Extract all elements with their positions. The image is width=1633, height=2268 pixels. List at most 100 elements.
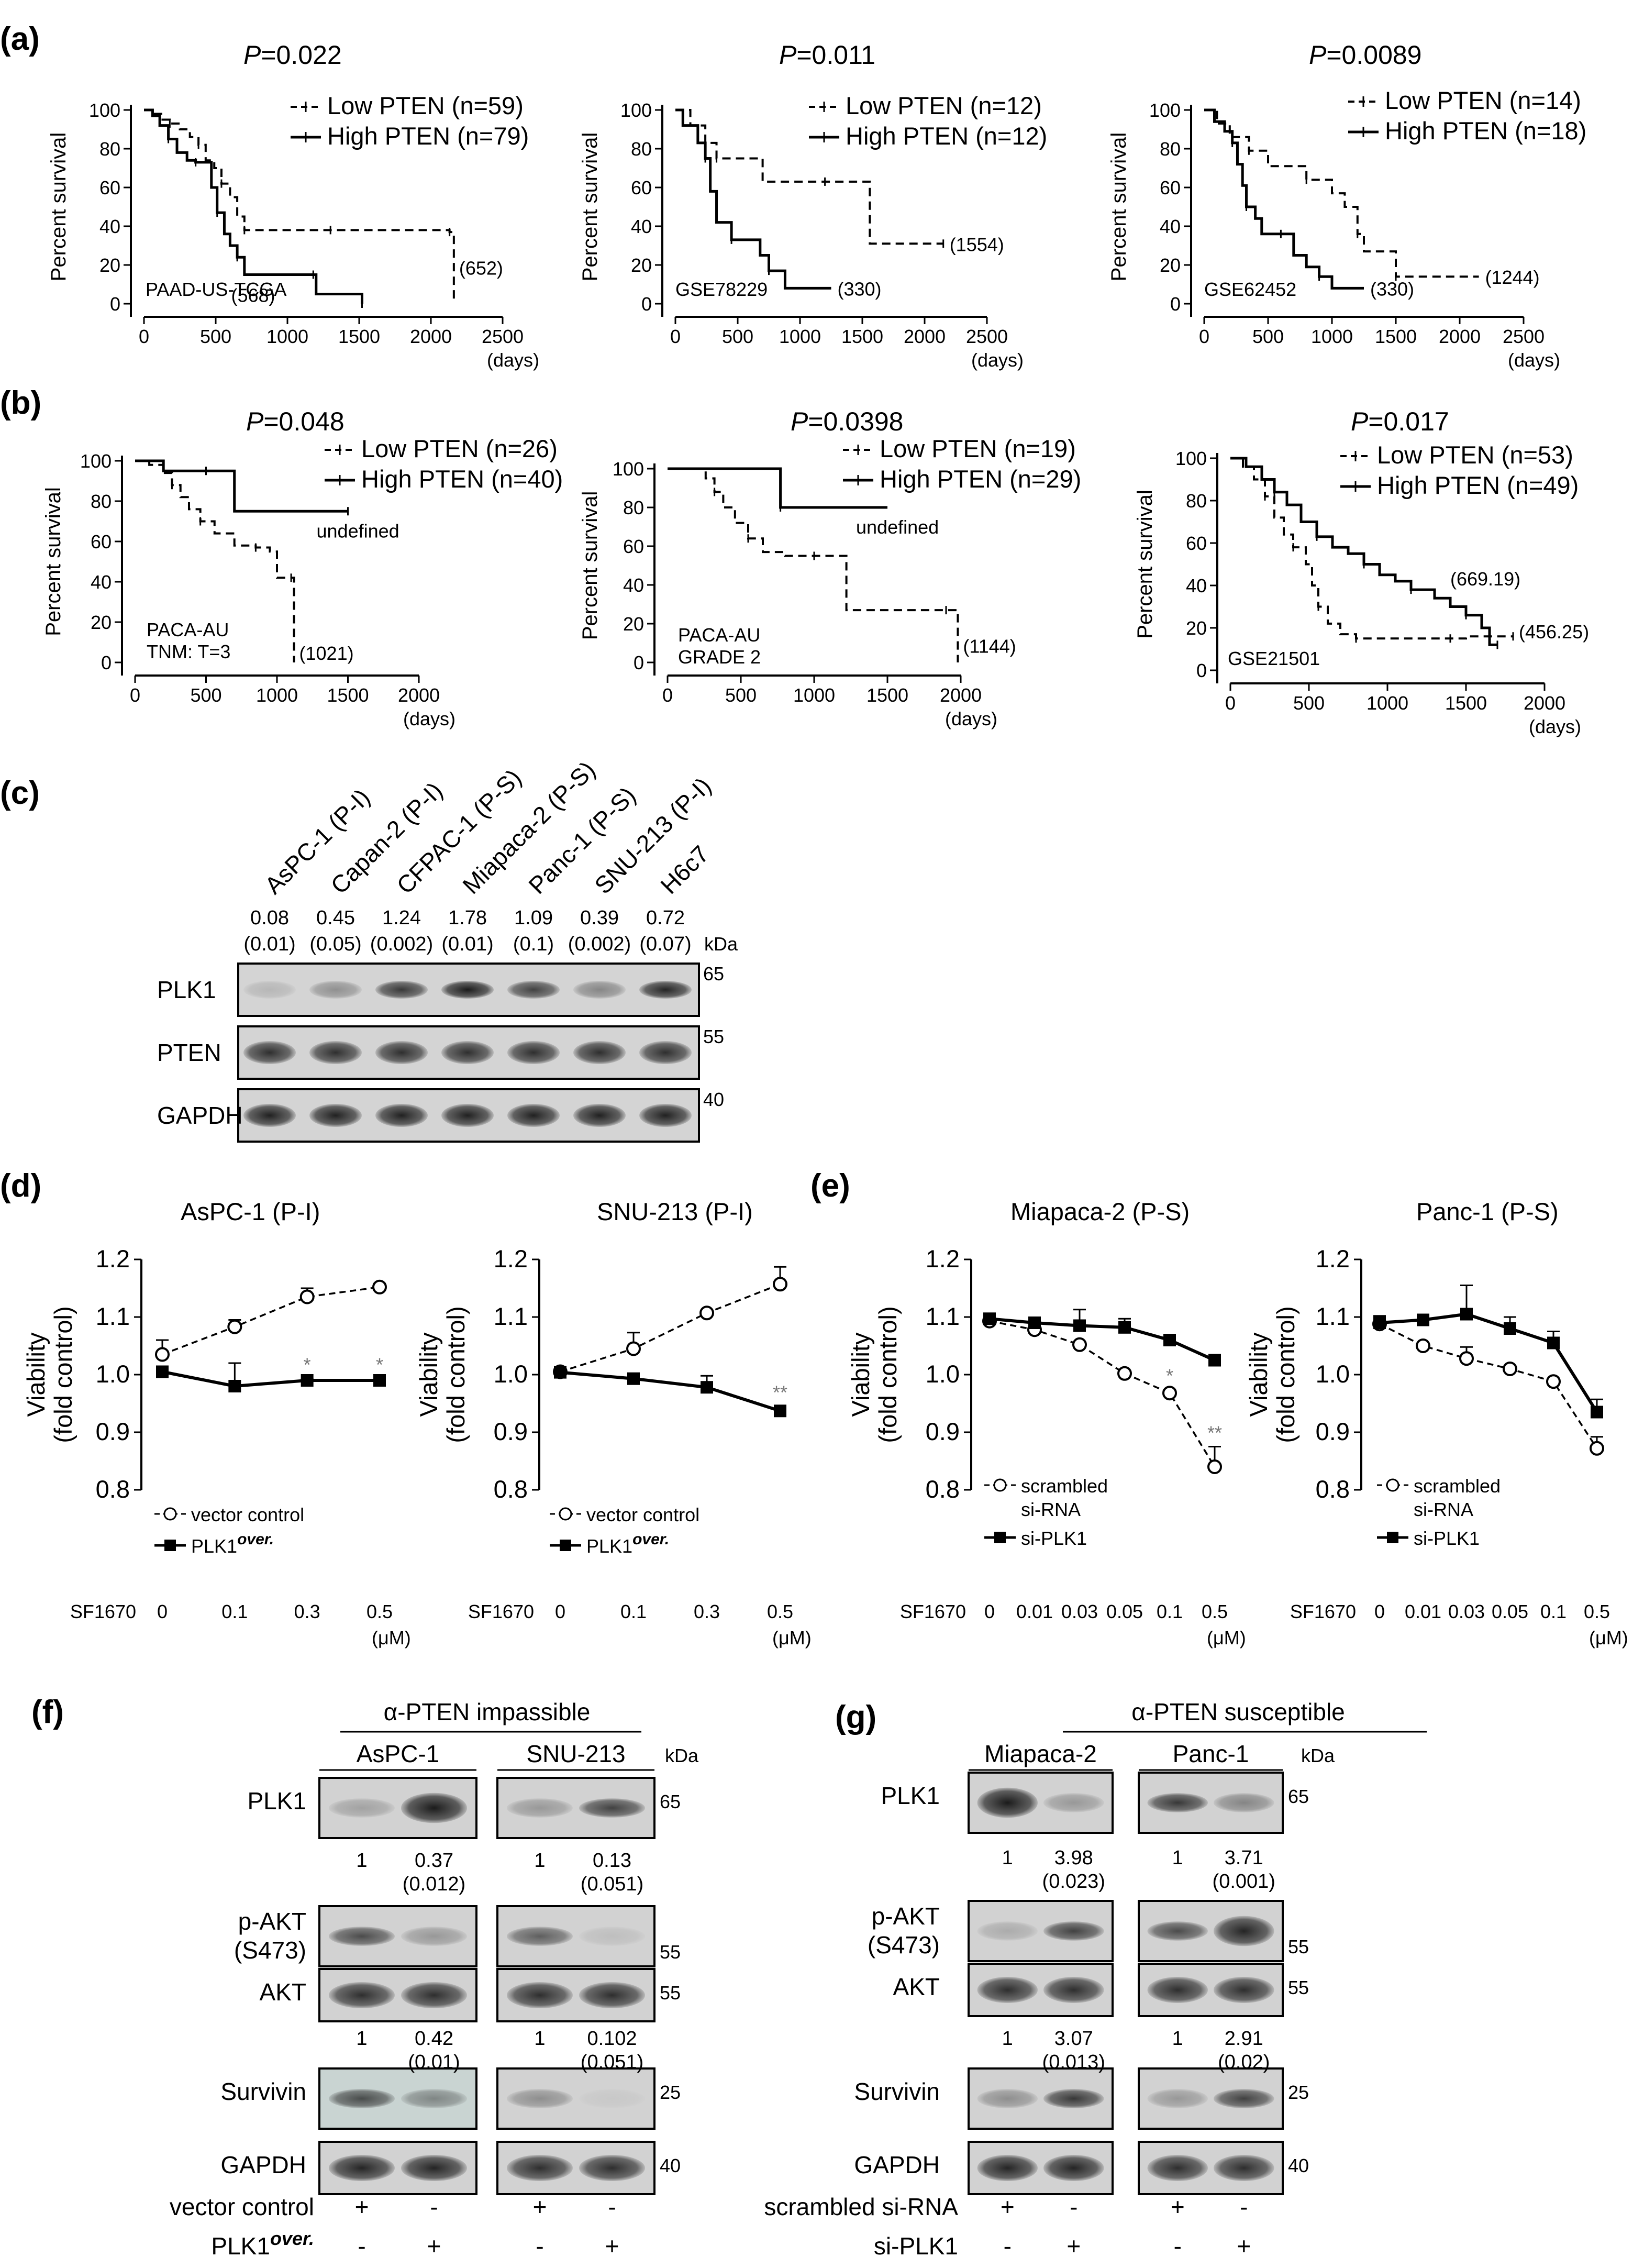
condition-sign: +: [605, 2232, 619, 2260]
band-label: GAPDH: [157, 1102, 243, 1129]
x-tick-label: 1500: [867, 684, 908, 706]
viability-chart-e2: Panc-1 (P-S) 0.8 0.9 1.0 1.1 1.2 Viability(fol…: [1245, 1198, 1628, 1649]
lane-ratio: 1.78: [448, 907, 487, 929]
legend-label: Low PTEN (n=53): [1377, 441, 1573, 469]
row-label: AKT: [893, 1973, 940, 2000]
data-point-square: [373, 1374, 386, 1387]
protein-band: [1147, 1921, 1208, 1941]
y-tick-label: 1.1: [494, 1302, 528, 1330]
dataset-label: GSE21501: [1228, 648, 1320, 669]
p-symbol: P: [791, 407, 808, 436]
data-point-circle: [1072, 1337, 1087, 1352]
legend-label: si-PLK1: [1021, 1528, 1087, 1549]
data-point-circle: [699, 1306, 714, 1321]
y-tick-label: 60: [623, 536, 644, 557]
km-curve-dashed: [135, 460, 295, 662]
protein-band: [1214, 1977, 1274, 2003]
x-tick-label: 0.03: [1448, 1601, 1485, 1622]
series-line-solid: [560, 1370, 781, 1413]
legend-superscript: over.: [237, 1531, 274, 1548]
lane-ratio-sd: (0.1): [513, 933, 554, 955]
x-tick-label: 1500: [1445, 692, 1487, 714]
legend-text: vector control: [586, 1504, 699, 1525]
cell-line-label: Miapaca-2: [984, 1740, 1097, 1767]
protein-band: [243, 1041, 296, 1064]
y-tick-label: 20: [1186, 617, 1207, 639]
protein-band: [579, 1982, 645, 2008]
y-tick-label: 60: [631, 177, 652, 198]
y-tick-label: 60: [99, 177, 120, 198]
legend-marker: [993, 1478, 1007, 1492]
condition-label: scrambled si-RNA: [764, 2193, 958, 2220]
km-end-label: (1144): [963, 636, 1016, 657]
dataset-label: PAAD-US-TCGA: [146, 279, 286, 300]
condition-sign: +: [1067, 2232, 1081, 2260]
protein-band: [507, 1927, 573, 1946]
data-point-square: [1073, 1319, 1086, 1332]
protein-band: [375, 1041, 428, 1064]
p-number: =0.022: [261, 40, 341, 70]
y-tick-label: 1.0: [926, 1360, 960, 1388]
legend-superscript: over.: [632, 1531, 669, 1548]
legend-label: High PTEN (n=49): [1377, 471, 1579, 499]
km-curve-dashed: [1204, 109, 1479, 278]
y-axis-label: Percent survival: [47, 132, 70, 282]
km-end-label: (652): [459, 258, 503, 279]
lane-ratio-sd: (0.01): [441, 933, 493, 955]
x-tick-label: 1000: [779, 326, 821, 347]
lane-ratio: 1.09: [514, 907, 553, 929]
protein-band: [401, 2089, 467, 2108]
x-tick-label: 1000: [1311, 326, 1353, 347]
x-tick-label: 0.01: [1405, 1601, 1441, 1622]
y-axis-label: Percent survival: [1134, 490, 1157, 639]
quant-value: 1: [1002, 1847, 1013, 1869]
protein-band: [1043, 2089, 1104, 2108]
y-tick-label: 1.0: [96, 1360, 130, 1388]
dataset-label: GSE78229: [675, 279, 768, 300]
y-tick-label: 0: [110, 293, 120, 315]
series-line-solid: [989, 1317, 1216, 1362]
protein-band: [309, 1104, 362, 1127]
y-tick-label: 1.0: [1316, 1360, 1350, 1388]
x-tick-label: 0.5: [1584, 1601, 1610, 1622]
protein-band: [401, 1927, 467, 1946]
x-axis-label: (days): [1508, 349, 1560, 371]
km-end-label: (568): [231, 285, 275, 306]
km-p-value: P=0.0089: [1309, 40, 1422, 70]
quant-value: 0.42: [415, 2028, 453, 2050]
quant-sd: (0.02): [1218, 2051, 1270, 2073]
x-axis-label: SF1670: [1290, 1601, 1356, 1622]
y-tick-label: 0.9: [926, 1418, 960, 1445]
protein-band: [375, 1104, 428, 1127]
chart-title: Miapaca-2 (P-S): [1010, 1198, 1190, 1225]
p-symbol: P: [1351, 407, 1369, 436]
y-tick-label: 0: [1170, 293, 1181, 315]
lane-ratio-sd: (0.01): [243, 933, 295, 955]
y-tick-label: 100: [1149, 99, 1181, 121]
protein-band: [573, 981, 626, 999]
panel-label-g: (g): [835, 1699, 876, 1735]
condition-sign: -: [430, 2193, 438, 2220]
quant-value: 3.71: [1225, 1847, 1263, 1869]
x-tick-label: 0: [139, 326, 149, 347]
data-point-square: [627, 1372, 640, 1385]
p-number: =0.048: [263, 407, 344, 436]
quant-value: 1: [356, 2028, 367, 2050]
y-tick-label: 0.9: [1316, 1418, 1350, 1445]
km-p-value: P=0.048: [246, 407, 345, 436]
x-tick-label: 0: [662, 684, 673, 706]
legend-text: PLK1: [586, 1535, 632, 1557]
data-point-square: [1417, 1313, 1429, 1326]
quant-value: 0.37: [415, 1850, 453, 1872]
protein-band: [579, 2089, 645, 2108]
quant-value: 0.102: [587, 2028, 637, 2050]
legend-marker: [1387, 1532, 1398, 1543]
data-point-circle: [299, 1289, 315, 1304]
protein-band: [441, 1104, 494, 1127]
x-tick-label: 500: [200, 326, 231, 347]
quant-value: 1: [1002, 2028, 1013, 2050]
data-point-square: [228, 1380, 241, 1392]
protein-band: [573, 1041, 626, 1064]
condition-sign: +: [1237, 2232, 1251, 2260]
